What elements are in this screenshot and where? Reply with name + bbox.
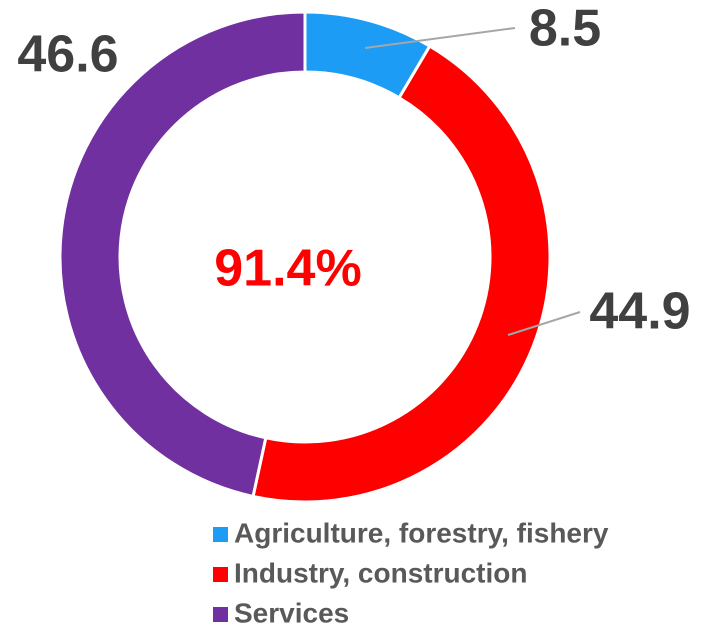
legend-label: Industry, construction [234, 557, 528, 588]
legend-swatch [213, 607, 228, 622]
legend-label: Services [234, 597, 349, 628]
legend-label: Agriculture, forestry, fishery [234, 517, 609, 548]
donut-segment [251, 44, 552, 504]
leader-line [364, 27, 516, 49]
data-label: 46.6 [17, 26, 118, 84]
data-label: 44.9 [589, 283, 690, 341]
leader-line [507, 311, 581, 336]
data-label: 8.5 [529, 0, 601, 58]
legend-swatch [213, 527, 228, 542]
legend-swatch [213, 567, 228, 582]
center-label: 91.4% [214, 240, 361, 298]
donut-segment [58, 10, 307, 499]
